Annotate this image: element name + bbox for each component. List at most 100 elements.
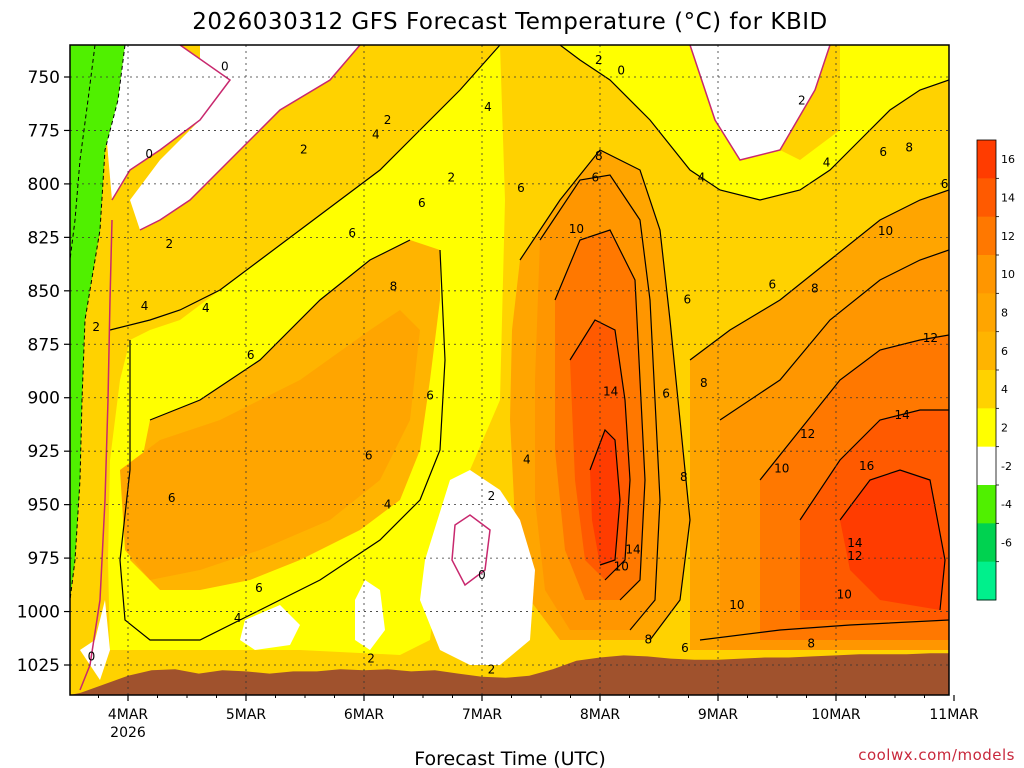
contour-label: 10 bbox=[774, 461, 789, 475]
contour-line bbox=[519, 149, 691, 641]
contour-line bbox=[539, 174, 661, 631]
credit-text: coolwx.com/models bbox=[858, 746, 1015, 764]
colorbar-swatch bbox=[977, 561, 996, 601]
contour-line bbox=[689, 189, 949, 361]
colorbar-label: 2 bbox=[1001, 422, 1008, 435]
colorbar-swatch bbox=[977, 485, 996, 524]
zero-contour bbox=[689, 45, 831, 161]
contour-label: 6 bbox=[941, 177, 949, 191]
colorbar-swatch bbox=[977, 408, 996, 448]
contour-label: 4 bbox=[484, 100, 492, 114]
y-tick-label: 825 bbox=[28, 228, 60, 248]
contour-label: 16 bbox=[859, 459, 874, 473]
contour-label: 8 bbox=[905, 141, 913, 155]
x-year-label: 2026 bbox=[110, 725, 146, 741]
x-tick-label: 4MAR bbox=[108, 707, 149, 723]
y-tick-label: 775 bbox=[28, 121, 60, 141]
colorbar-swatch bbox=[977, 370, 996, 409]
contour-label: 2 bbox=[384, 113, 392, 127]
contour-label: 12 bbox=[923, 331, 938, 345]
band-0-2-c bbox=[690, 45, 830, 160]
contour-label: 6 bbox=[365, 448, 373, 462]
contour-label: 10 bbox=[614, 560, 629, 574]
contour-label: 6 bbox=[348, 226, 356, 240]
contour-label: 8 bbox=[807, 637, 815, 651]
contour-label: 10 bbox=[878, 224, 893, 238]
isotherm-contours bbox=[109, 45, 949, 641]
contour-label: 4 bbox=[141, 299, 149, 313]
band-6-8-left bbox=[120, 310, 420, 580]
plot-frame bbox=[69, 44, 950, 696]
contour-label: 6 bbox=[591, 170, 599, 184]
zero-contour bbox=[111, 45, 232, 201]
temperature-fill-layer bbox=[70, 45, 949, 680]
colorbar-label: 4 bbox=[1001, 383, 1008, 396]
contour-label: 12 bbox=[800, 427, 815, 441]
x-axis: 4MAR 5MAR 6MAR 7MAR 8MAR 9MAR 10MAR 11MAR 2026 bbox=[98, 695, 979, 741]
contour-label: 4 bbox=[823, 156, 831, 170]
colorbar-label: 8 bbox=[1001, 307, 1008, 320]
contour-label: 2 bbox=[92, 320, 100, 334]
negative-contour bbox=[70, 45, 96, 261]
contour-label: 2 bbox=[447, 170, 455, 184]
contour-label: 6 bbox=[255, 581, 263, 595]
contour-line bbox=[109, 45, 501, 331]
contour-label: 12 bbox=[847, 549, 862, 563]
x-tick-label: 5MAR bbox=[226, 707, 267, 723]
x-axis-title: Forecast Time (UTC) bbox=[414, 748, 605, 768]
y-tick-label: 975 bbox=[28, 549, 60, 569]
contour-line bbox=[719, 249, 949, 421]
contour-label: 0 bbox=[221, 59, 229, 73]
colorbar-swatch bbox=[977, 178, 996, 218]
colorbar-swatch bbox=[977, 216, 996, 256]
x-tick-label: 10MAR bbox=[811, 707, 860, 723]
colorbar-label: 12 bbox=[1001, 230, 1015, 243]
contour-label: 10 bbox=[729, 598, 744, 612]
contour-label: 4 bbox=[698, 170, 706, 184]
terrain-fill bbox=[70, 653, 949, 695]
grid-lines bbox=[70, 45, 949, 695]
band-2-4b bbox=[560, 45, 949, 200]
band-0-2-g bbox=[80, 600, 110, 680]
x-tick-label: 8MAR bbox=[580, 707, 621, 723]
contour-label: 8 bbox=[390, 280, 398, 294]
contour-label: 10 bbox=[569, 222, 584, 236]
y-tick-label: 875 bbox=[28, 335, 60, 355]
contour-label: 6 bbox=[426, 389, 434, 403]
contour-label: 4 bbox=[523, 453, 531, 467]
colorbar-label: 6 bbox=[1001, 345, 1008, 358]
colorbar-swatch bbox=[977, 446, 996, 486]
contour-line bbox=[119, 249, 446, 641]
contour-line bbox=[559, 45, 949, 201]
contour-label: 2 bbox=[488, 662, 496, 676]
colorbar-swatch bbox=[977, 255, 996, 294]
contour-line bbox=[799, 409, 949, 521]
contour-label: 0 bbox=[617, 64, 625, 78]
band-0-2-d bbox=[420, 470, 535, 665]
band-0-2-e bbox=[355, 580, 385, 650]
contour-label: 14 bbox=[603, 384, 618, 398]
zero-contour bbox=[139, 45, 361, 231]
contour-label: 10 bbox=[837, 587, 852, 601]
negative-contour bbox=[70, 45, 126, 601]
colorbar-swatch bbox=[977, 331, 996, 371]
band-0-2-b bbox=[130, 45, 360, 230]
contour-label: 0 bbox=[88, 649, 96, 663]
x-tick-label: 7MAR bbox=[462, 707, 503, 723]
colorbar-label: -4 bbox=[1001, 498, 1012, 511]
y-tick-label: 1000 bbox=[17, 603, 60, 623]
x-tick-label: 11MAR bbox=[929, 707, 978, 723]
contour-label: 8 bbox=[680, 470, 688, 484]
band-0-2-a bbox=[105, 45, 230, 200]
contour-label: 6 bbox=[681, 641, 689, 655]
contour-label: 6 bbox=[418, 196, 426, 210]
y-axis: 750 775 800 825 850 875 900 925 950 975 1000 1025 bbox=[17, 68, 70, 676]
contour-label: 6 bbox=[247, 348, 255, 362]
colorbar-swatch bbox=[977, 293, 996, 333]
colorbar-label: 14 bbox=[1001, 192, 1015, 205]
contour-label: 8 bbox=[595, 149, 603, 163]
contour-label: 8 bbox=[645, 632, 653, 646]
y-tick-label: 800 bbox=[28, 175, 60, 195]
colorbar: 16 14 12 10 8 6 4 2 -2 -4 -6 bbox=[976, 139, 1015, 601]
